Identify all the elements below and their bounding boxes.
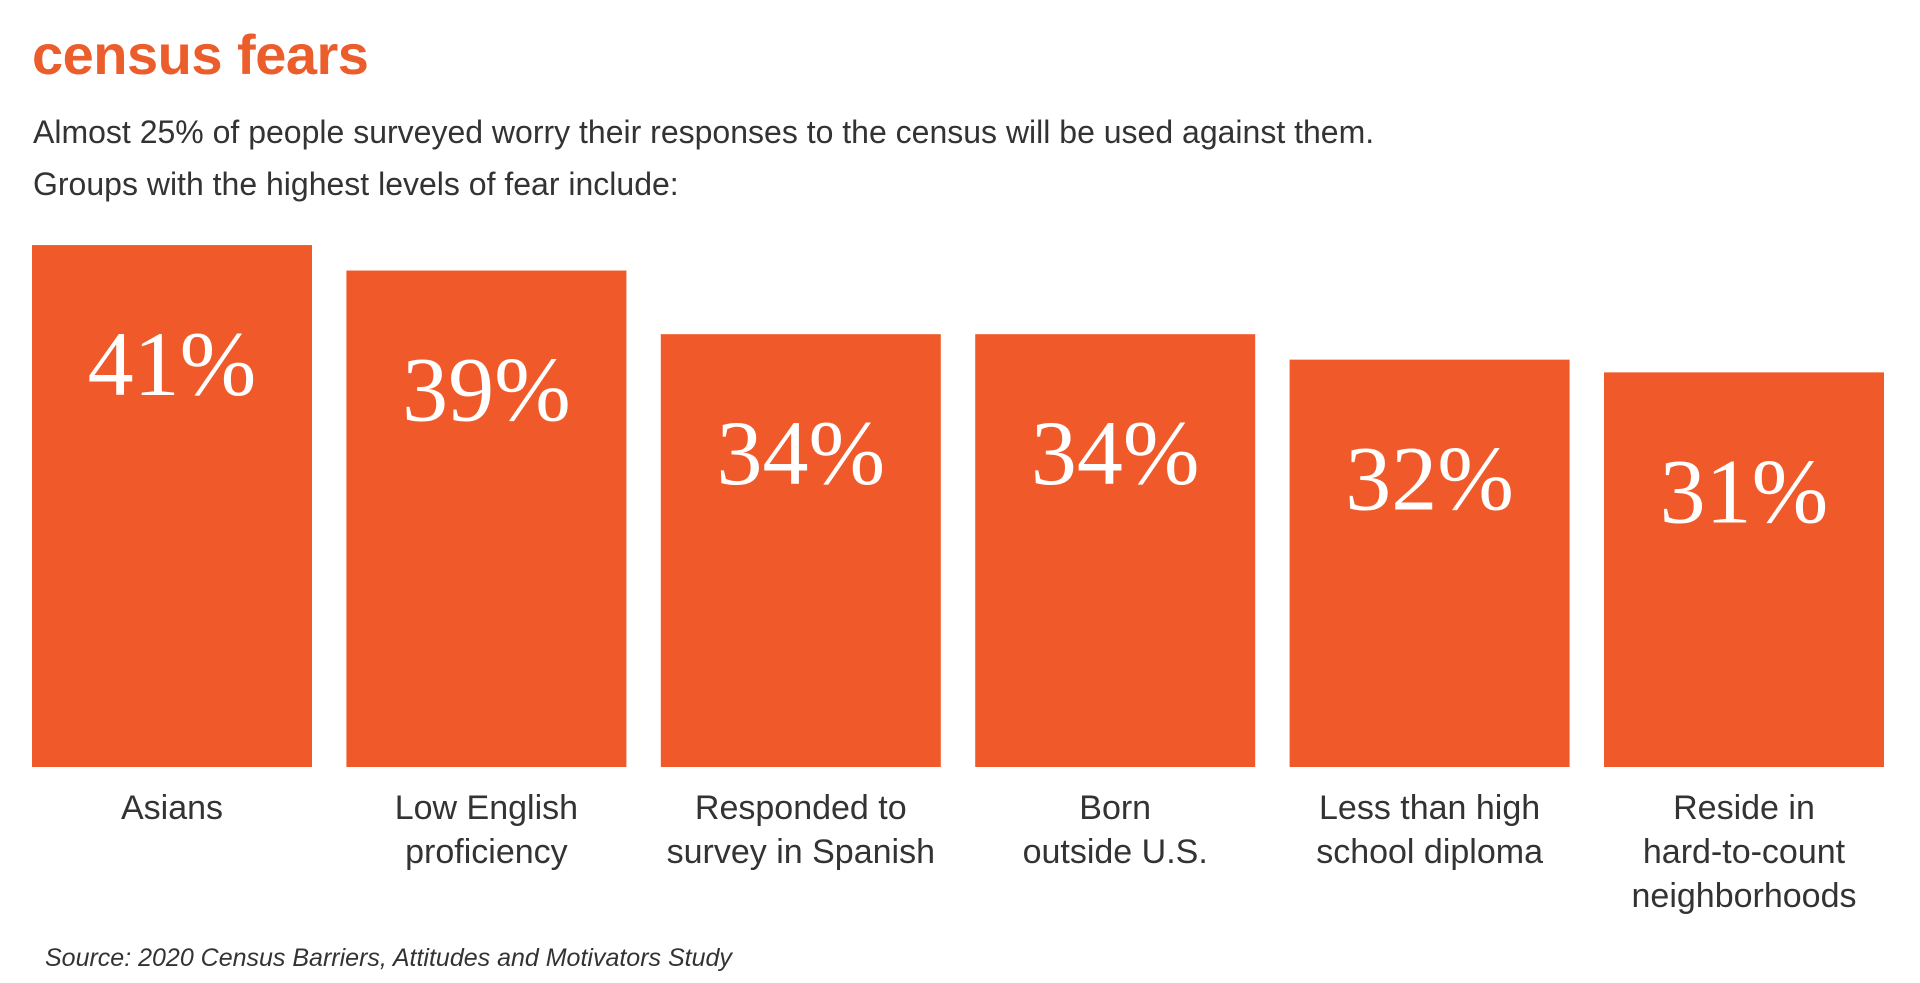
- value-label-2: 34%: [716, 402, 885, 504]
- bar-2: [660, 334, 941, 767]
- chart-title: census fears: [32, 23, 369, 86]
- category-label-3: Born outside U.S.: [1022, 789, 1208, 871]
- category-label-2: Responded to survey in Spanish: [666, 789, 935, 871]
- bar-4: [1289, 359, 1570, 767]
- category-label-5: Reside in hard-to-count neighborhoods: [1631, 789, 1857, 915]
- value-label-3: 34%: [1031, 402, 1200, 504]
- value-label-1: 39%: [402, 339, 571, 441]
- value-label-4: 32%: [1345, 428, 1514, 530]
- category-label-1: Low English proficiency: [394, 789, 579, 871]
- category-label-0: Asians: [120, 789, 224, 827]
- bar-3: [975, 334, 1256, 767]
- bar-5: [1604, 372, 1884, 767]
- subtitle-line-1: Almost 25% of people surveyed worry thei…: [33, 114, 1375, 150]
- subtitle-line-2: Groups with the highest levels of fear i…: [33, 166, 679, 202]
- source-note: Source: 2020 Census Barriers, Attitudes …: [45, 944, 732, 972]
- category-label-4: Less than high school diploma: [1316, 789, 1543, 871]
- value-label-5: 31%: [1660, 440, 1829, 542]
- bar-1: [346, 270, 627, 767]
- value-label-0: 41%: [88, 313, 257, 415]
- bar-0: [32, 245, 312, 767]
